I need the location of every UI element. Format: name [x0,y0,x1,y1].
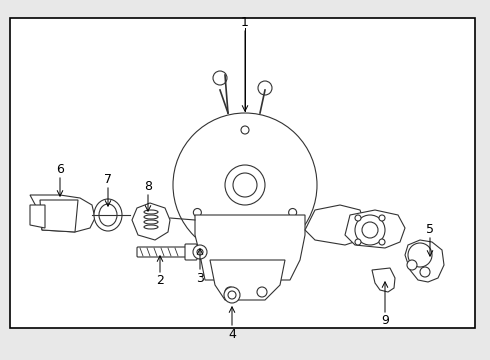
Circle shape [258,81,272,95]
Bar [10,18,475,328]
FancyBboxPatch shape [137,247,191,257]
Circle shape [355,215,385,245]
Polygon shape [195,215,305,280]
Text: 3: 3 [196,271,204,284]
Text: 1: 1 [241,15,249,28]
Circle shape [408,243,432,267]
Circle shape [379,215,385,221]
Circle shape [420,267,430,277]
Text: 4: 4 [228,328,236,341]
Text: 6: 6 [56,162,64,176]
Polygon shape [305,205,365,245]
Polygon shape [405,240,444,282]
Circle shape [228,291,236,299]
Polygon shape [132,203,170,240]
Circle shape [407,260,417,270]
Polygon shape [210,260,285,300]
Text: 5: 5 [426,222,434,235]
Circle shape [173,113,317,257]
Circle shape [193,245,207,259]
Circle shape [257,287,267,297]
Circle shape [355,215,361,221]
Circle shape [197,249,203,255]
Text: 7: 7 [104,172,112,185]
Circle shape [213,71,227,85]
Text: 8: 8 [144,180,152,193]
Text: 9: 9 [381,315,389,328]
Polygon shape [200,220,295,270]
Polygon shape [30,195,95,232]
FancyBboxPatch shape [185,244,197,260]
Ellipse shape [94,199,122,231]
Circle shape [289,208,296,216]
Circle shape [194,208,201,216]
Circle shape [224,287,240,303]
Polygon shape [345,210,405,248]
Circle shape [362,222,378,238]
Circle shape [241,126,249,134]
Polygon shape [40,200,78,232]
Circle shape [355,239,361,245]
Polygon shape [30,205,45,228]
Ellipse shape [99,204,117,226]
Circle shape [379,239,385,245]
Polygon shape [372,268,395,292]
Circle shape [225,287,235,297]
Circle shape [233,173,257,197]
Circle shape [225,165,265,205]
Text: 2: 2 [156,274,164,288]
